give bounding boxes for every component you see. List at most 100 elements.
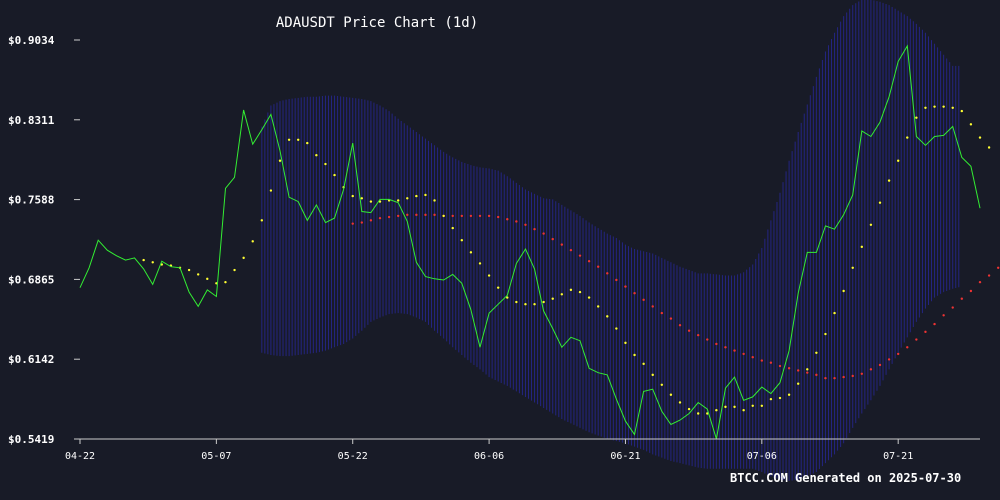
ma20-dot bbox=[624, 341, 627, 345]
ma50-dot bbox=[651, 305, 654, 308]
ma20-dot bbox=[942, 105, 945, 108]
y-tick-label: $0.6865 bbox=[8, 273, 54, 286]
ma50-dot bbox=[724, 346, 727, 349]
ma20-dot bbox=[724, 405, 727, 409]
ma50-dot bbox=[569, 248, 573, 252]
ma20-dot bbox=[560, 293, 564, 296]
ma20-dot bbox=[651, 373, 654, 377]
ma20-dot bbox=[887, 179, 891, 182]
ma50-dot bbox=[433, 213, 436, 217]
chart-title: ADAUSDT Price Chart (1d) bbox=[276, 15, 478, 31]
ma50-dot bbox=[787, 367, 791, 370]
ma20-dot bbox=[396, 199, 400, 202]
ma50-dot bbox=[487, 214, 491, 218]
ma20-dot bbox=[760, 404, 764, 407]
ma20-dot bbox=[696, 412, 700, 415]
ma20-dot bbox=[851, 266, 854, 270]
ma50-dot bbox=[915, 338, 918, 341]
ma20-dot bbox=[469, 251, 473, 254]
price-series bbox=[79, 44, 981, 440]
ma20-dot bbox=[933, 105, 936, 108]
ma50-dot bbox=[933, 322, 936, 326]
ma20-dot bbox=[442, 214, 445, 218]
ma50-dot bbox=[742, 352, 745, 356]
ma20-dot bbox=[660, 383, 664, 387]
ma20-dot bbox=[251, 240, 254, 243]
ma20-dot bbox=[269, 189, 273, 192]
ma20-dot bbox=[324, 162, 327, 166]
ma50-dot bbox=[687, 329, 691, 332]
ma50-dot bbox=[615, 278, 618, 282]
ma50-dot bbox=[551, 237, 554, 241]
ma20-dot bbox=[360, 197, 364, 200]
ma50-dot bbox=[624, 285, 627, 288]
ma20-dot bbox=[778, 396, 782, 400]
axes: $0.5419 $0.6142 $0.6865 $0.7588 $0.8311 $0.90… bbox=[8, 34, 980, 462]
ma20-dot bbox=[860, 245, 864, 249]
ma20-dot bbox=[587, 296, 591, 299]
ma20-dot bbox=[751, 404, 754, 407]
ma20-dot bbox=[569, 288, 573, 292]
ma50-dot bbox=[924, 330, 927, 334]
ma50-dot bbox=[760, 359, 764, 362]
ma20-dot bbox=[733, 405, 736, 409]
ma20-dot bbox=[742, 408, 745, 412]
ma20-dot bbox=[296, 138, 300, 141]
ma50-dot bbox=[406, 213, 409, 217]
ma20-dot bbox=[642, 362, 645, 366]
ma20-dot bbox=[533, 303, 536, 306]
ma50-dot bbox=[378, 216, 382, 220]
ma50-dot bbox=[515, 220, 518, 223]
bollinger-band bbox=[261, 0, 960, 481]
ma20-dot bbox=[978, 136, 982, 139]
ma20-dot bbox=[451, 226, 454, 230]
ma20-dot bbox=[496, 286, 500, 289]
ma50-dot bbox=[733, 349, 736, 352]
ma50-dot bbox=[996, 266, 1000, 270]
ma50-dot bbox=[533, 227, 536, 231]
ma20-dot bbox=[315, 154, 318, 157]
ma20-dot bbox=[824, 332, 827, 336]
ma50-dot bbox=[860, 372, 864, 375]
ma50-dot bbox=[960, 297, 964, 300]
ma50-dot bbox=[660, 311, 664, 315]
ma50-dot bbox=[696, 333, 700, 337]
ma50-dot bbox=[706, 338, 709, 341]
ma20-dot bbox=[242, 256, 245, 260]
ma20-dot bbox=[187, 268, 191, 272]
ma20-dot bbox=[551, 297, 554, 300]
ma50-dot bbox=[360, 221, 364, 224]
ma20-dot bbox=[796, 382, 800, 385]
ma50-dot bbox=[578, 254, 582, 257]
ma50-dot bbox=[469, 214, 473, 218]
ma20-dot bbox=[351, 194, 354, 198]
ma20-dot bbox=[306, 141, 309, 145]
ma50-dot bbox=[560, 243, 564, 246]
ma50-dot bbox=[751, 356, 754, 359]
ma20-dot bbox=[787, 393, 791, 396]
y-tick-label: $0.8311 bbox=[8, 114, 55, 127]
ma20-dot bbox=[869, 223, 873, 226]
ma50-dot bbox=[678, 324, 682, 327]
ma20-dot bbox=[842, 289, 845, 293]
ma20-dot bbox=[433, 199, 436, 202]
ma20-dot bbox=[596, 305, 600, 308]
ma20-dot bbox=[260, 219, 264, 222]
ma50-dot bbox=[815, 373, 818, 377]
ma50-dot bbox=[906, 346, 909, 349]
ma50-dot bbox=[969, 289, 973, 293]
ma20-dot bbox=[924, 106, 927, 109]
ma50-dot bbox=[387, 215, 391, 219]
ma50-dot bbox=[506, 218, 509, 221]
price-line bbox=[79, 44, 981, 440]
ma50-dot bbox=[524, 223, 527, 226]
ma20-dot bbox=[369, 200, 373, 203]
ma20-dot bbox=[578, 290, 582, 294]
ma50-dot bbox=[633, 291, 636, 295]
ma50-dot bbox=[542, 232, 545, 235]
ma20-dot bbox=[142, 258, 145, 262]
x-tick-label: 05-07 bbox=[201, 451, 231, 462]
ma20-dot bbox=[515, 300, 518, 304]
